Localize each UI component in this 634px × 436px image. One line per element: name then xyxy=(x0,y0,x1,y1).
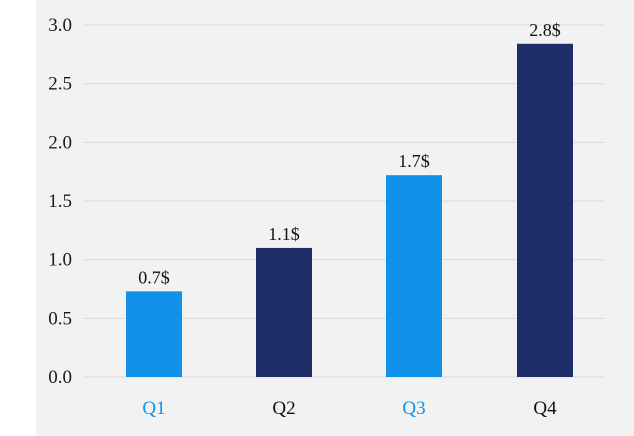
bar-q1 xyxy=(126,291,182,377)
x-axis-categories: Q1 Q2 Q3 Q4 xyxy=(142,398,557,419)
data-labels: 0.7$ 1.1$ 1.7$ 2.8$ xyxy=(138,20,561,288)
x-category-label-q4: Q4 xyxy=(533,398,557,419)
bar-q3 xyxy=(386,175,442,377)
x-category-label-q2: Q2 xyxy=(272,398,295,419)
data-label-q4: 2.8$ xyxy=(529,20,561,40)
y-tick-label: 1.0 xyxy=(48,250,72,271)
y-tick-label: 2.5 xyxy=(48,74,72,95)
bars xyxy=(126,43,573,377)
data-label-q1: 0.7$ xyxy=(138,267,170,287)
y-tick-label: 3.0 xyxy=(48,15,72,36)
x-category-label-q1: Q1 xyxy=(142,398,165,419)
x-category-label-q3: Q3 xyxy=(402,398,425,419)
bar-q2 xyxy=(256,247,312,377)
y-tick-label: 0.5 xyxy=(48,308,72,329)
y-tick-label: 0.0 xyxy=(48,367,72,388)
y-tick-label: 1.5 xyxy=(48,191,72,212)
data-label-q2: 1.1$ xyxy=(268,224,300,244)
data-label-q3: 1.7$ xyxy=(398,151,430,171)
y-axis-ticks: 0.0 0.5 1.0 1.5 2.0 2.5 3.0 xyxy=(48,15,72,388)
y-tick-label: 2.0 xyxy=(48,132,72,153)
bar-q4 xyxy=(517,43,573,377)
